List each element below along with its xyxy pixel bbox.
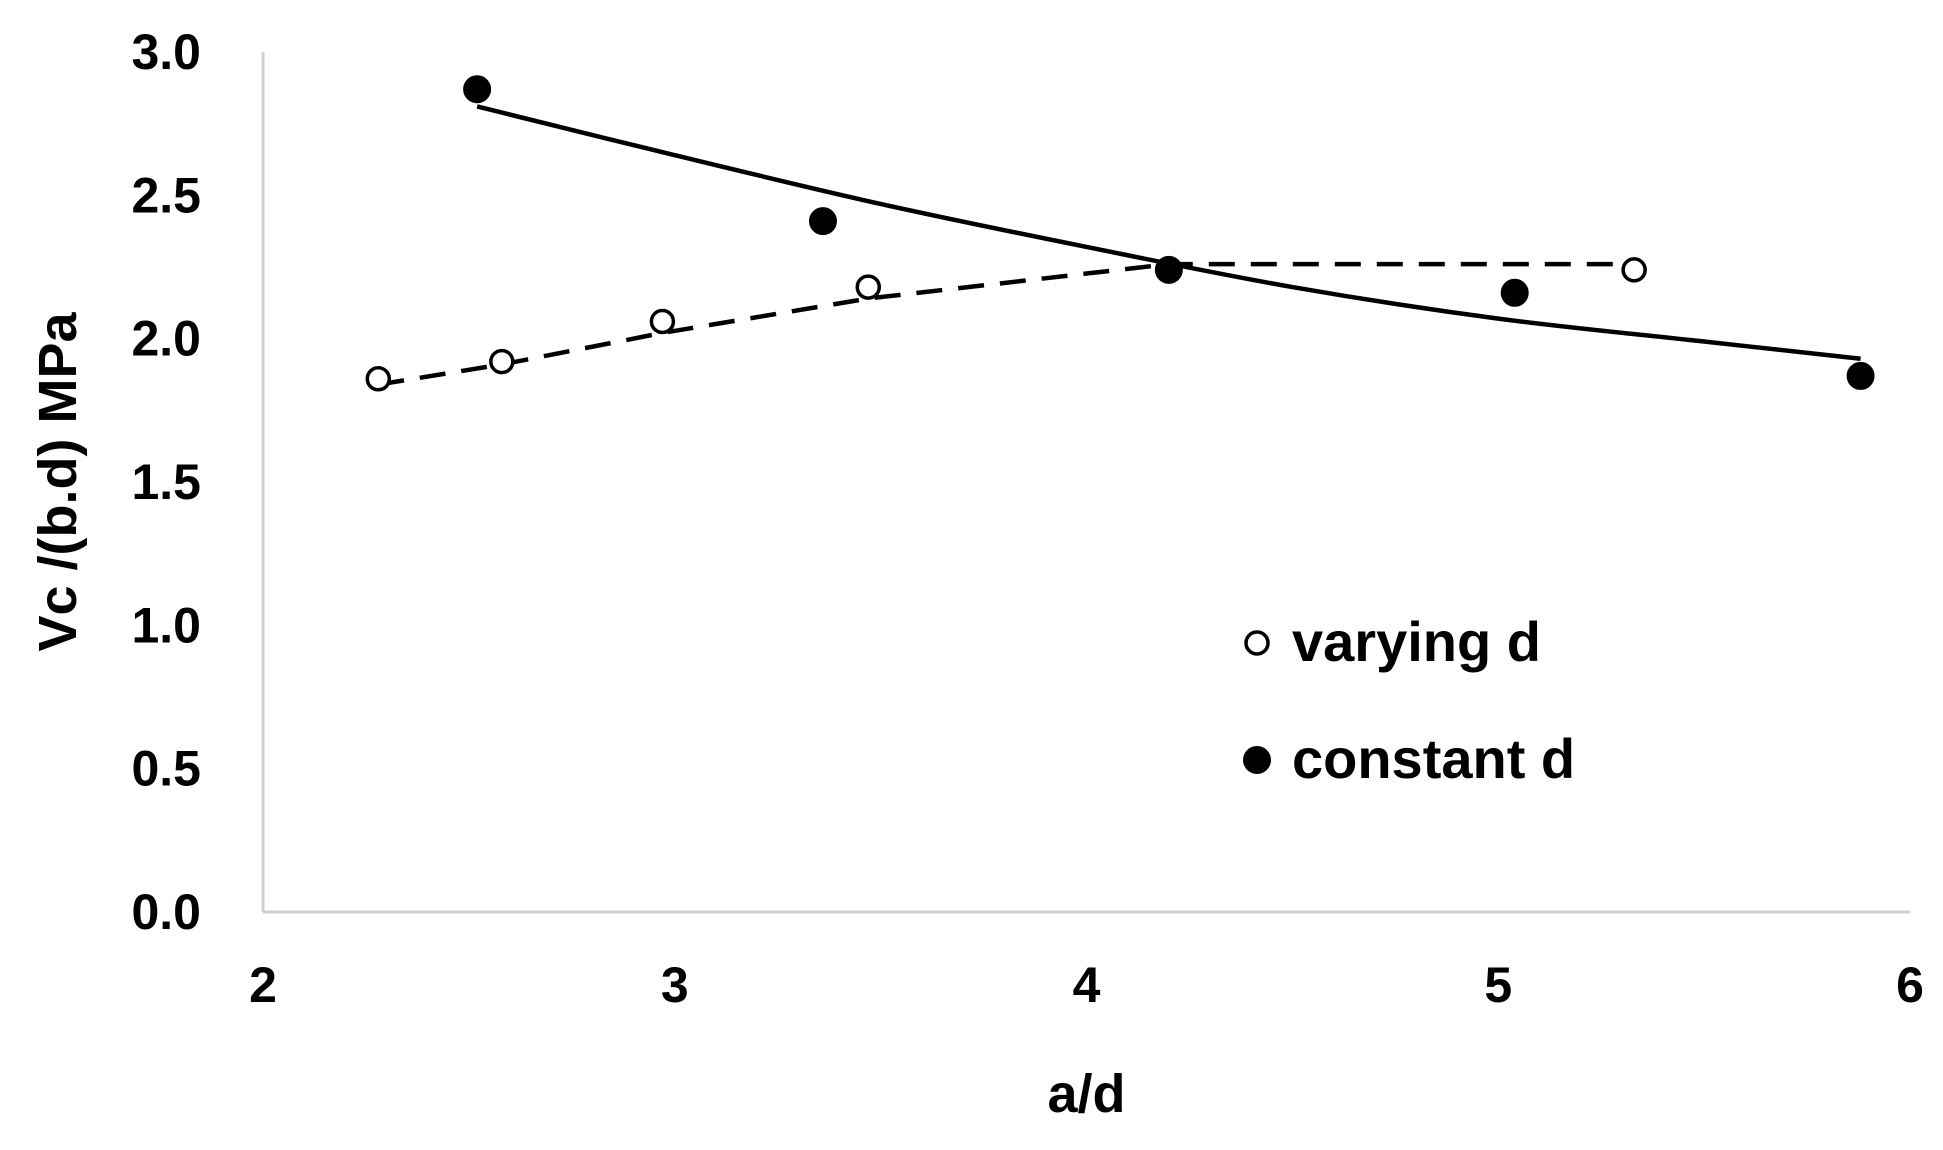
y-tick-label: 0.5: [131, 741, 201, 797]
constant-d-point: [1846, 361, 1875, 390]
x-tick-labels: 2 3 4 5 6: [249, 957, 1924, 1013]
legend-marker-open-circle: [1244, 630, 1270, 656]
varying-d-point: [365, 366, 392, 392]
x-tick-label: 4: [1073, 957, 1101, 1013]
x-tick-label: 3: [661, 957, 689, 1013]
trendlines: [377, 104, 1861, 387]
y-tick-label: 0.0: [131, 884, 201, 940]
data-points: [365, 75, 1875, 392]
varying-d-trendline: [377, 261, 1635, 387]
x-axis-title: a/d: [1047, 1064, 1125, 1124]
legend-label-varying-d: varying d: [1292, 610, 1541, 673]
constant-d-trendline: [476, 104, 1861, 361]
y-tick-label: 2.5: [131, 167, 201, 223]
axes: [261, 52, 1910, 914]
constant-d-point: [808, 207, 837, 236]
constant-d-point: [463, 75, 492, 104]
x-tick-label: 6: [1896, 957, 1924, 1013]
x-tick-label: 2: [249, 957, 277, 1013]
y-tick-label: 3.0: [131, 24, 201, 80]
legend-item-varying-d: varying d: [1244, 610, 1541, 673]
x-tick-label: 5: [1484, 957, 1512, 1013]
varying-d-point: [649, 308, 676, 335]
constant-d-point: [1500, 278, 1529, 307]
legend-label-constant-d: constant d: [1292, 727, 1575, 790]
legend: varying d constant d: [1243, 610, 1575, 790]
y-tick-label: 1.0: [131, 597, 201, 653]
y-tick-label: 1.5: [131, 454, 201, 510]
constant-d-point: [1154, 255, 1183, 284]
y-tick-label: 2.0: [131, 311, 201, 367]
y-axis-title: Vc /(b.d) MPa: [28, 312, 88, 652]
y-tick-labels: 0.0 0.5 1.0 1.5 2.0 2.5 3.0: [131, 24, 201, 940]
legend-marker-filled-circle: [1243, 746, 1271, 774]
varying-d-point: [1621, 257, 1647, 283]
legend-item-constant-d: constant d: [1243, 727, 1575, 790]
varying-d-point: [855, 274, 882, 300]
varying-d-point: [489, 348, 515, 375]
